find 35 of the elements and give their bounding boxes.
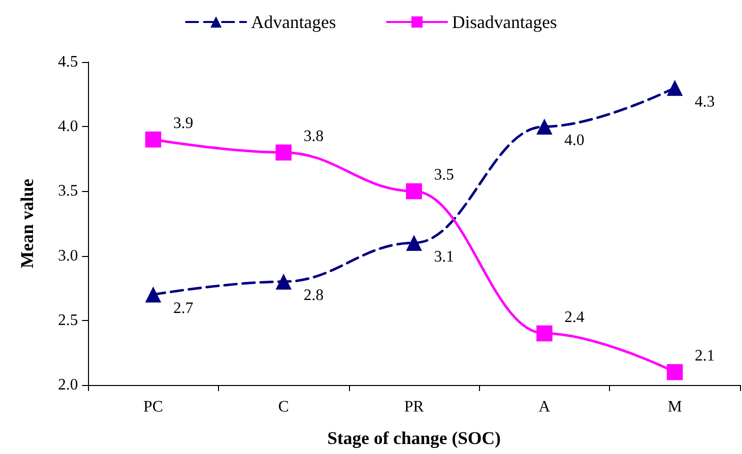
y-tick-label: 4.0: [58, 118, 78, 136]
x-axis-title: Stage of change (SOC): [327, 428, 501, 448]
point: [276, 144, 292, 160]
point: [406, 183, 422, 200]
point: [276, 274, 292, 290]
y-axis-title: Mean value: [17, 178, 37, 268]
data-label: 4.0: [564, 132, 584, 150]
data-label: 3.1: [434, 248, 454, 266]
data-label: 4.3: [694, 93, 715, 110]
x-tick-label: A: [538, 398, 551, 416]
data-label: 2.1: [694, 348, 715, 365]
y-tick-label: 3.0: [58, 247, 78, 264]
x-tick-label: PR: [404, 398, 424, 416]
data-label: 2.4: [564, 308, 584, 326]
data-label: 3.9: [173, 115, 194, 132]
x-tick-label: C: [278, 398, 289, 416]
point: [145, 132, 162, 148]
legend-label: Advantages: [251, 12, 336, 32]
y-tick-label: 3.5: [58, 182, 78, 200]
y-tick-label: 2.5: [58, 312, 78, 329]
x-tick-label: PC: [143, 398, 163, 416]
data-label: 2.7: [173, 300, 194, 318]
point: [536, 325, 552, 342]
point: [666, 80, 683, 96]
data-label: 2.8: [304, 287, 324, 304]
point: [145, 286, 162, 303]
data-label: 3.8: [304, 128, 324, 145]
y-tick-label: 4.5: [58, 54, 78, 70]
point: [536, 118, 552, 135]
point: [406, 234, 422, 251]
data-label: 3.5: [434, 166, 454, 184]
x-tick-label: M: [668, 398, 682, 416]
legend-label: Disadvantages: [452, 12, 557, 32]
point: [666, 364, 683, 380]
y-tick-label: 2.0: [58, 376, 78, 394]
